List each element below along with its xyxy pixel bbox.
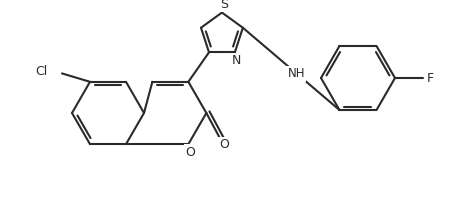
Text: F: F — [425, 72, 433, 84]
Text: O: O — [185, 146, 195, 159]
Text: S: S — [220, 0, 227, 11]
Text: Cl: Cl — [36, 65, 48, 78]
Text: NH: NH — [287, 67, 304, 80]
Text: N: N — [232, 54, 241, 67]
Text: O: O — [219, 139, 229, 151]
